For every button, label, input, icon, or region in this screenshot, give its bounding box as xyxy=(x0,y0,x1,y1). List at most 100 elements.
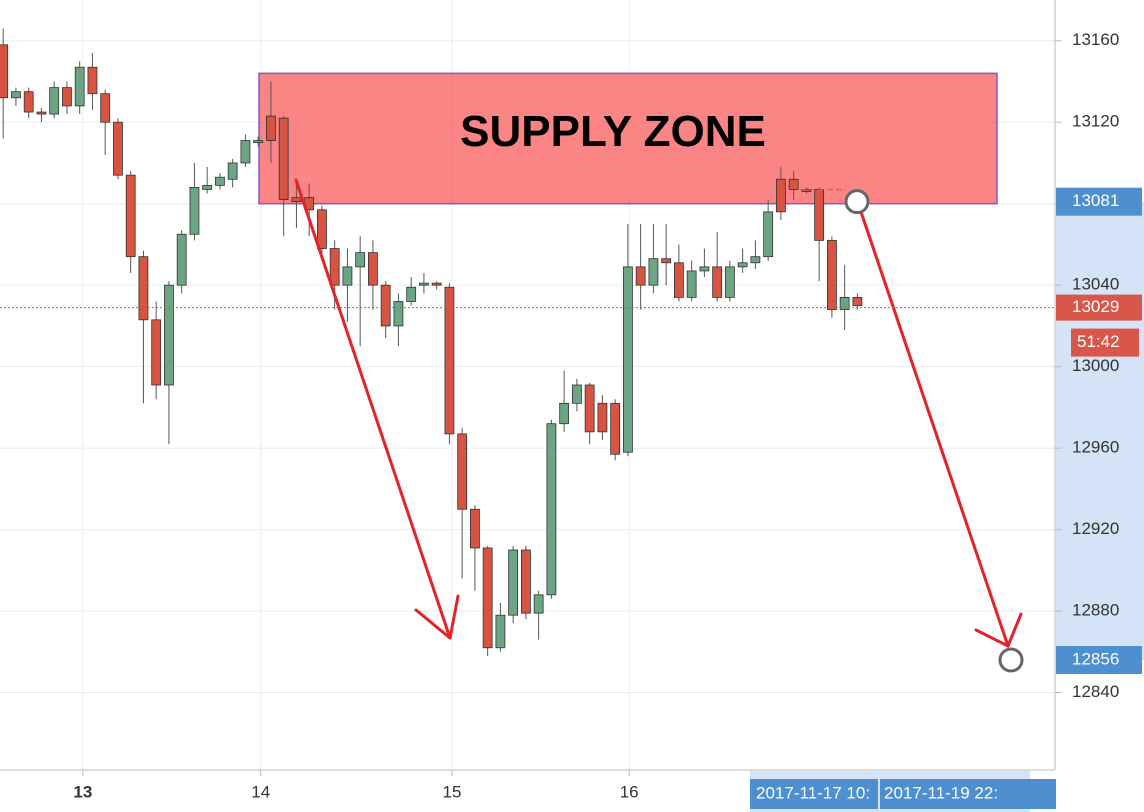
arrows xyxy=(294,178,1023,648)
candle-body xyxy=(686,270,697,298)
candle-body xyxy=(661,258,672,264)
candle-body xyxy=(253,140,264,143)
countdown-label: 51:42 xyxy=(1077,332,1120,351)
y-tick-label: 12880 xyxy=(1072,601,1119,620)
candle-body xyxy=(406,286,417,302)
zone-layer: SUPPLY ZONE xyxy=(258,72,998,205)
y-tick-label: 12840 xyxy=(1072,682,1119,701)
time-range-label: 2017-11-19 22: xyxy=(884,783,998,802)
range-marker-box xyxy=(1056,646,1142,674)
candle-body xyxy=(737,262,748,268)
arrow-head xyxy=(974,628,1010,648)
candle-body xyxy=(852,297,863,306)
candles xyxy=(0,28,863,656)
range-marker-label: 12856 xyxy=(1072,649,1119,668)
y-tick-label: 13040 xyxy=(1072,275,1119,294)
candle-body xyxy=(342,266,353,286)
candle-body xyxy=(266,115,276,141)
candle-body xyxy=(673,262,684,298)
axis-layer: 1284012880129201296013000130401308013120… xyxy=(73,30,1144,812)
candle-body xyxy=(508,549,519,616)
candle-body xyxy=(49,87,60,115)
candle-body xyxy=(227,162,238,180)
candle-body xyxy=(100,93,111,123)
candle-body xyxy=(444,286,455,435)
candle-body xyxy=(635,266,646,286)
candle-body xyxy=(623,266,633,453)
candle-body xyxy=(164,284,174,386)
candle-body xyxy=(788,178,799,190)
candle-body xyxy=(559,402,570,425)
candle-body xyxy=(0,44,9,99)
overlay xyxy=(0,178,1055,673)
supply-zone xyxy=(258,72,998,205)
range-marker-box xyxy=(1056,187,1142,216)
zone-label: SUPPLY ZONE xyxy=(460,107,766,156)
candle-body xyxy=(215,176,225,186)
candle-body xyxy=(125,174,136,258)
candle-body xyxy=(814,189,825,241)
current-price-box xyxy=(1056,294,1142,321)
candle-body xyxy=(151,319,162,386)
time-range-label: 2017-11-17 10: xyxy=(756,783,870,802)
y-tick-label: 12920 xyxy=(1072,519,1119,538)
candle-body xyxy=(329,248,340,286)
candle-body xyxy=(584,384,595,433)
candle-body xyxy=(87,66,98,95)
candle-body xyxy=(317,209,327,249)
candle-body xyxy=(699,266,710,272)
candle-body xyxy=(546,423,557,596)
candle-body xyxy=(240,140,251,164)
candle-body xyxy=(712,266,723,298)
candle-body xyxy=(801,189,812,192)
arrow-head xyxy=(448,594,460,640)
candle-body xyxy=(457,433,468,510)
countdown-box xyxy=(1071,328,1139,357)
time-range-box xyxy=(880,779,1056,809)
arrow xyxy=(294,178,452,640)
candle-body xyxy=(572,384,582,404)
candle-body xyxy=(610,402,621,455)
candle-body xyxy=(202,184,213,190)
candle-body xyxy=(495,614,506,649)
candle-body xyxy=(23,91,34,113)
candle-body xyxy=(763,211,774,258)
y-tick-label: 13120 xyxy=(1072,112,1119,131)
candle-body xyxy=(839,297,850,311)
x-tick-label: 15 xyxy=(442,782,461,801)
candle-body xyxy=(11,91,21,99)
candle-body xyxy=(750,256,761,264)
time-range-box xyxy=(750,779,878,809)
candle-body xyxy=(36,111,47,115)
y-tick-label: 13160 xyxy=(1072,30,1119,49)
candle-body xyxy=(176,233,187,286)
current-price-label: 13029 xyxy=(1072,297,1119,316)
candle-body xyxy=(355,252,366,268)
candle-body xyxy=(278,117,289,201)
candle-body xyxy=(62,87,72,107)
candle-body xyxy=(826,239,837,311)
range-marker-label: 13081 xyxy=(1072,191,1119,210)
candle-body xyxy=(597,402,608,433)
price-range-highlight xyxy=(1056,201,1144,660)
candle-body xyxy=(393,301,404,327)
candle-body xyxy=(419,282,429,286)
candle-body xyxy=(380,284,391,327)
candle-body xyxy=(431,282,442,286)
range-marker xyxy=(998,647,1024,673)
candle-body xyxy=(775,178,786,213)
candle-body xyxy=(368,252,378,286)
x-tick-label: 13 xyxy=(73,782,92,801)
candle-body xyxy=(521,549,531,614)
candle-body xyxy=(470,508,480,549)
candle-body xyxy=(291,197,302,203)
x-tick-label: 14 xyxy=(251,782,270,801)
y-tick-label: 12960 xyxy=(1072,438,1119,457)
candle-body xyxy=(648,258,659,286)
range-marker xyxy=(844,189,870,215)
candle-body xyxy=(189,187,200,235)
candle-body xyxy=(74,66,85,107)
y-tick-label: 13000 xyxy=(1072,356,1119,375)
arrow xyxy=(859,210,1010,648)
